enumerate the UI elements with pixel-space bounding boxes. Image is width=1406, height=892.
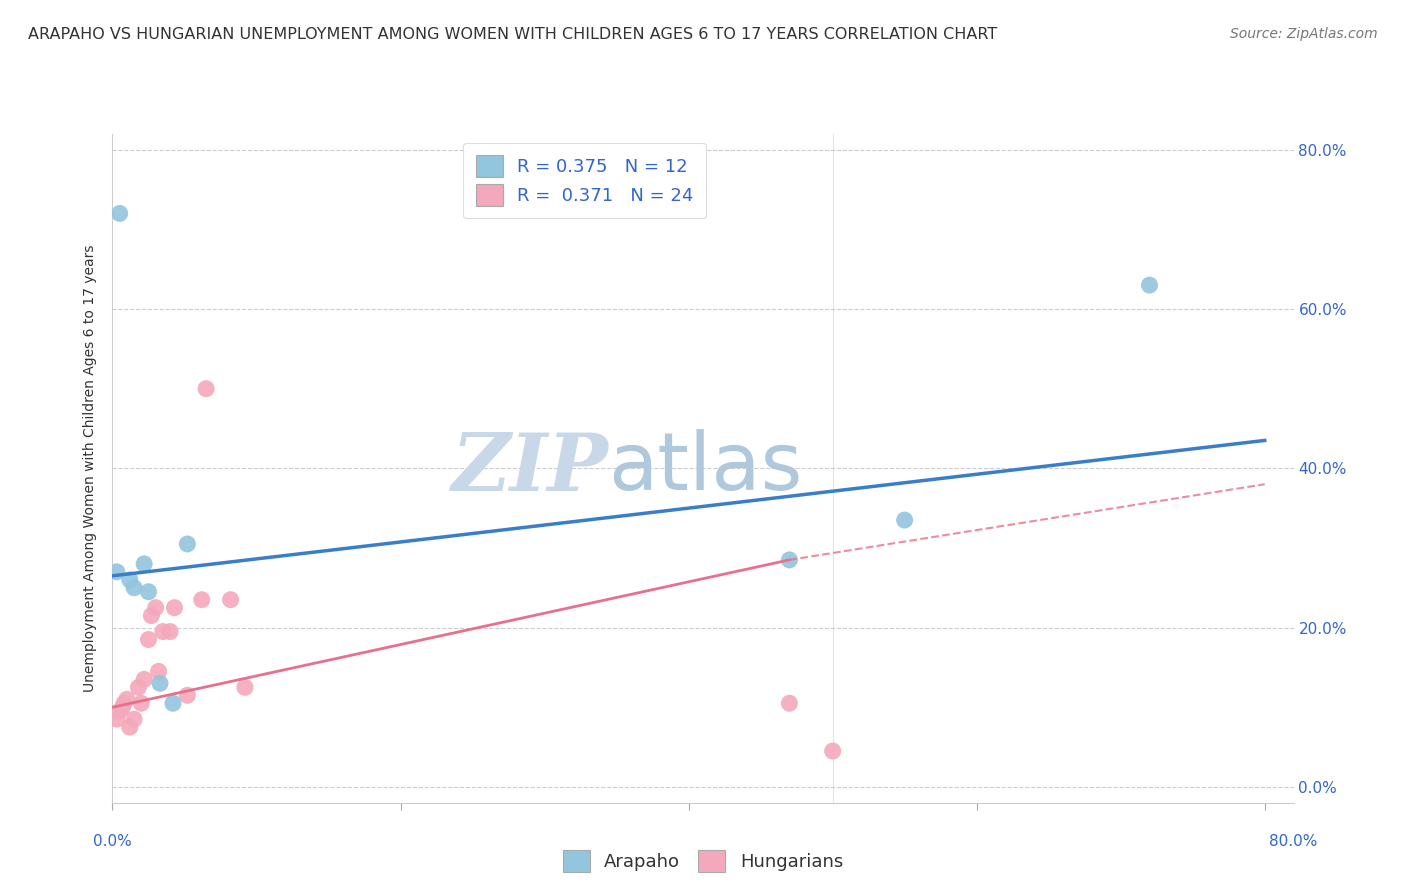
Point	[118, 573, 141, 587]
Legend: Arapaho, Hungarians: Arapaho, Hungarians	[554, 840, 852, 880]
Point	[138, 584, 160, 599]
Y-axis label: Unemployment Among Women with Children Ages 6 to 17 years: Unemployment Among Women with Children A…	[83, 244, 97, 692]
Text: atlas: atlas	[609, 429, 803, 508]
Point	[138, 632, 160, 647]
Text: 0.0%: 0.0%	[93, 834, 132, 849]
Point	[152, 624, 174, 639]
Point	[219, 592, 242, 607]
Point	[893, 513, 915, 527]
Point	[191, 592, 214, 607]
Point	[233, 681, 256, 695]
Point	[141, 608, 163, 623]
Point	[134, 673, 156, 687]
Point	[129, 696, 152, 710]
Point	[122, 712, 145, 726]
Point	[163, 600, 186, 615]
Point	[162, 696, 184, 710]
Point	[134, 557, 156, 571]
Point	[149, 676, 172, 690]
Point	[778, 696, 800, 710]
Point	[1139, 278, 1161, 293]
Point	[105, 565, 128, 579]
Point	[148, 665, 170, 679]
Point	[108, 206, 131, 220]
Point	[821, 744, 844, 758]
Point	[122, 581, 145, 595]
Text: ZIP: ZIP	[451, 430, 609, 507]
Point	[195, 382, 218, 396]
Text: Source: ZipAtlas.com: Source: ZipAtlas.com	[1230, 27, 1378, 41]
Point	[115, 692, 138, 706]
Point	[159, 624, 181, 639]
Point	[118, 720, 141, 734]
Text: ARAPAHO VS HUNGARIAN UNEMPLOYMENT AMONG WOMEN WITH CHILDREN AGES 6 TO 17 YEARS C: ARAPAHO VS HUNGARIAN UNEMPLOYMENT AMONG …	[28, 27, 997, 42]
Point	[778, 553, 800, 567]
Point	[105, 712, 128, 726]
Point	[112, 696, 135, 710]
Point	[127, 681, 149, 695]
Point	[176, 537, 198, 551]
Point	[145, 600, 167, 615]
Point	[111, 700, 134, 714]
Point	[176, 688, 198, 702]
Text: 80.0%: 80.0%	[1270, 834, 1317, 849]
Point	[108, 704, 131, 718]
